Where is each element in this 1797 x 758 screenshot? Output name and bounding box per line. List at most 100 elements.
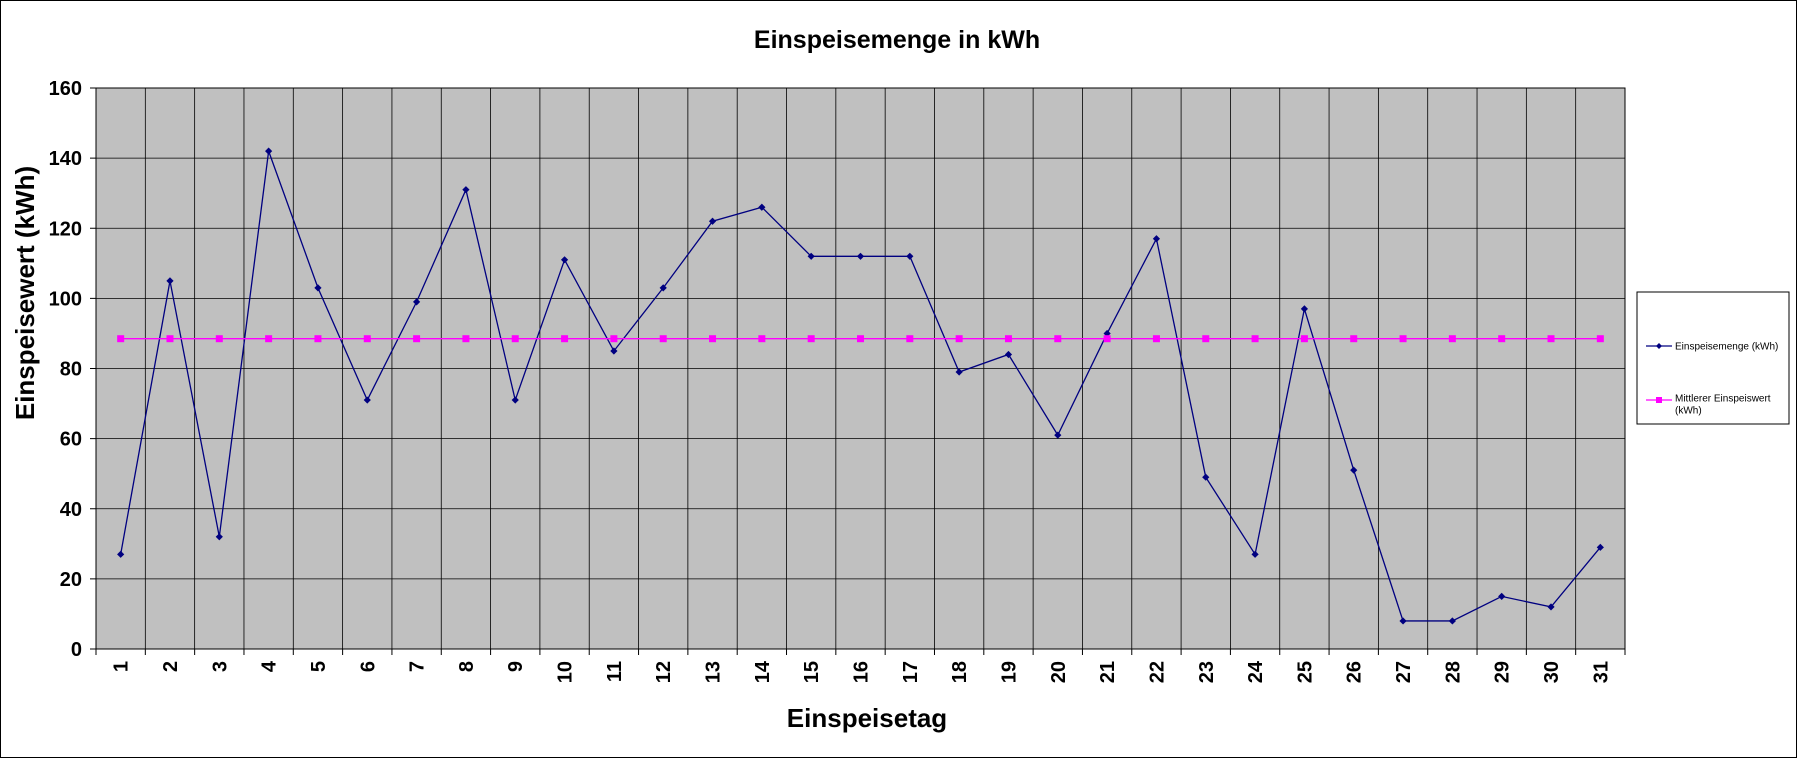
- data-point: [1202, 335, 1210, 343]
- data-point: [1596, 543, 1604, 551]
- data-point: [1399, 617, 1407, 625]
- data-point: [1448, 617, 1456, 625]
- x-tick-label: 18: [949, 661, 971, 683]
- data-point: [610, 335, 618, 343]
- data-point: [215, 335, 223, 343]
- data-point: [412, 298, 421, 306]
- data-point: [1004, 350, 1013, 359]
- data-point: [166, 335, 174, 343]
- data-point: [511, 335, 519, 343]
- data-point: [117, 550, 125, 558]
- data-point: [215, 533, 223, 541]
- data-point: [1596, 335, 1604, 343]
- data-point: [1448, 335, 1456, 343]
- data-point: [1300, 305, 1309, 313]
- x-tick-label: 27: [1393, 661, 1415, 683]
- data-point: [807, 252, 815, 260]
- x-axis-title: Einspeisetag: [787, 703, 947, 733]
- x-tick-label: 17: [900, 661, 922, 683]
- x-tick-label: 28: [1442, 661, 1464, 683]
- y-tick-label: 100: [49, 288, 82, 310]
- data-point: [1152, 235, 1161, 243]
- y-axis-title: Einspeisewert (kWh): [10, 166, 40, 420]
- y-tick-label: 40: [60, 499, 82, 521]
- legend-box: [1636, 291, 1790, 425]
- data-point: [363, 335, 371, 343]
- x-tick-label: 6: [357, 661, 379, 672]
- legend-marker: [1656, 343, 1662, 349]
- data-point: [610, 347, 618, 355]
- data-point: [1350, 335, 1358, 343]
- plot-area: [90, 87, 1626, 655]
- x-tick-label: 22: [1146, 661, 1168, 683]
- x-tick-label: 19: [998, 661, 1020, 683]
- legend-entry: Einspeisemenge (kWh): [1646, 342, 1778, 353]
- legend-label: Einspeisemenge (kWh): [1675, 342, 1778, 353]
- data-point: [462, 186, 470, 194]
- data-point: [1251, 550, 1259, 558]
- data-point: [1350, 466, 1358, 474]
- data-point: [166, 277, 174, 285]
- x-tick-label: 26: [1344, 661, 1366, 683]
- y-tick-label: 120: [49, 218, 82, 240]
- y-tick-label: 80: [60, 359, 82, 381]
- legend-marker: [1656, 397, 1662, 403]
- legend: Einspeisemenge (kWh) Mittlerer Einspeiswe…: [1636, 291, 1790, 425]
- data-point: [857, 335, 864, 343]
- data-point: [906, 335, 914, 343]
- axis-tick-marks: [90, 87, 1626, 655]
- x-tick-label: 11: [604, 661, 626, 682]
- series-layer: [117, 147, 1604, 625]
- data-point: [265, 147, 273, 155]
- x-tick-label: 16: [851, 661, 873, 683]
- data-point: [511, 396, 519, 404]
- legend-entry: Mittlerer Einspeiswert (kWh): [1646, 394, 1771, 417]
- data-point: [363, 396, 371, 404]
- data-point: [1547, 335, 1555, 343]
- x-tick-label: 24: [1245, 660, 1267, 683]
- data-point: [1399, 335, 1407, 343]
- x-tick-label: 30: [1541, 661, 1563, 683]
- data-point: [856, 252, 865, 260]
- x-tick-label: 3: [209, 661, 231, 672]
- x-tick-label: 25: [1294, 661, 1316, 683]
- series-1: [117, 147, 1604, 625]
- x-tick-label: 7: [407, 661, 429, 672]
- data-point: [955, 368, 963, 376]
- data-point: [1152, 335, 1160, 343]
- data-point: [413, 335, 421, 343]
- series-2: [117, 335, 1604, 343]
- chart-title: Einspeisemenge in kWh: [754, 26, 1040, 54]
- data-point: [1300, 335, 1308, 343]
- data-point: [807, 335, 815, 343]
- y-tick-label: 160: [49, 78, 82, 100]
- x-tick-label: 8: [456, 661, 478, 672]
- x-tick-label: 10: [555, 661, 577, 683]
- y-tick-label: 60: [60, 429, 82, 451]
- data-point: [1054, 335, 1062, 343]
- x-tick-label: 14: [752, 660, 774, 683]
- x-tick-label: 2: [160, 661, 182, 672]
- x-tick-label: 29: [1492, 661, 1514, 683]
- data-point: [1498, 592, 1506, 601]
- x-tick-label: 1: [111, 661, 133, 672]
- y-tick-label: 20: [60, 569, 82, 591]
- y-tick-labels: 0 20 40 60 80 100 120 140 160: [49, 78, 82, 661]
- data-point: [758, 203, 766, 211]
- y-tick-label: 140: [49, 148, 82, 170]
- x-tick-label: 23: [1196, 661, 1218, 683]
- data-point: [708, 217, 717, 225]
- data-point: [1103, 335, 1111, 343]
- data-point: [314, 284, 322, 292]
- data-point: [314, 335, 322, 343]
- data-point: [1251, 335, 1259, 343]
- horizontal-gridlines: [96, 157, 1625, 580]
- x-tick-labels: 1 2 3 4 5 6 7 8 9 10 11 12 13 14 15 16 17 18 19 20 21 22 23 24 2…: [111, 660, 1613, 683]
- data-point: [1004, 335, 1012, 343]
- data-point: [560, 256, 569, 264]
- data-point: [1547, 603, 1555, 611]
- x-tick-label: 21: [1097, 661, 1119, 683]
- x-tick-label: 9: [505, 661, 527, 672]
- data-point: [561, 335, 569, 343]
